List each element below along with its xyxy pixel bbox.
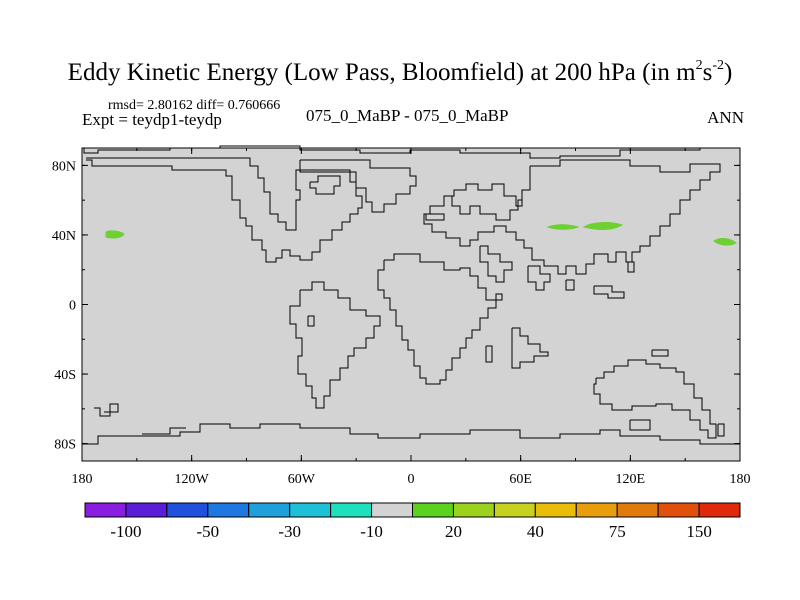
colorbar-label: 75 bbox=[609, 522, 626, 541]
anomaly-patch-pacific-west bbox=[105, 230, 125, 239]
coast-antarctica bbox=[82, 423, 740, 445]
lon-tick-label: 60E bbox=[509, 472, 532, 487]
coast-se-asia bbox=[565, 279, 575, 291]
coast-japan bbox=[627, 261, 635, 273]
coast-iceland bbox=[425, 213, 445, 221]
colorbar-swatch bbox=[698, 502, 741, 518]
lon-tick-label: 180 bbox=[72, 472, 93, 487]
coast-south-america bbox=[289, 281, 381, 409]
lon-tick-label: 120W bbox=[175, 472, 210, 487]
coast-arctic bbox=[82, 145, 740, 159]
lon-tick-label: 120E bbox=[616, 472, 646, 487]
season-label: ANN bbox=[707, 108, 744, 127]
experiment-label: Expt = teydp1-teydp bbox=[82, 110, 222, 129]
colorbar-swatch bbox=[289, 502, 332, 518]
colorbar-swatch bbox=[657, 502, 700, 518]
anomaly-patch-pacific-east bbox=[713, 238, 737, 246]
coastlines bbox=[82, 145, 740, 462]
coast-antarctic-peninsula bbox=[142, 427, 186, 435]
coast-arabia bbox=[479, 245, 513, 283]
coast-north-america bbox=[86, 157, 363, 263]
coast-tasmania bbox=[651, 349, 669, 357]
coast-south-islands bbox=[94, 403, 119, 417]
colorbar-swatch bbox=[452, 502, 495, 518]
comparison-label: 075_0_MaBP - 075_0_MaBP bbox=[306, 106, 509, 125]
coast-greenland bbox=[299, 159, 417, 213]
colorbar-label: -100 bbox=[110, 522, 141, 541]
anomaly-patches bbox=[105, 222, 737, 246]
colorbar-swatch bbox=[330, 502, 373, 518]
colorbar-label: -50 bbox=[196, 522, 219, 541]
coast-new-zealand bbox=[717, 423, 725, 437]
anomaly-patch-asia-2 bbox=[582, 222, 624, 230]
lon-tick-label: 0 bbox=[408, 472, 415, 487]
coast-ross bbox=[629, 419, 651, 431]
colorbar-swatch bbox=[84, 502, 127, 518]
lon-tick-label: 180 bbox=[730, 472, 751, 487]
title-text: Eddy Kinetic Energy (Low Pass, Bloomfiel… bbox=[67, 59, 696, 86]
plot-title: Eddy Kinetic Energy (Low Pass, Bloomfiel… bbox=[0, 58, 800, 88]
lat-tick-label: 40N bbox=[52, 229, 76, 244]
title-superscript-2: -2 bbox=[712, 57, 724, 73]
coast-eurasia bbox=[423, 159, 721, 275]
longitude-axis: 180 120W 60W 0 60E 120E 180 bbox=[72, 148, 751, 487]
colorbar-swatch bbox=[575, 502, 618, 518]
coast-indonesia bbox=[593, 285, 625, 299]
colorbar-swatch bbox=[534, 502, 577, 518]
title-end: ) bbox=[724, 59, 733, 86]
colorbar-swatch bbox=[371, 502, 413, 518]
latitude-axis: 80N 40N 0 40S 80S bbox=[52, 159, 740, 453]
map-ocean-background bbox=[82, 148, 740, 461]
title-superscript-1: 2 bbox=[695, 57, 703, 73]
coast-islands-canada bbox=[309, 175, 341, 195]
coast-india bbox=[527, 265, 551, 291]
colorbar-swatch bbox=[166, 502, 209, 518]
coast-scandinavia bbox=[444, 195, 522, 221]
colorbar-swatch bbox=[125, 502, 168, 518]
lat-tick-label: 80N bbox=[52, 159, 76, 174]
colorbar-label: -10 bbox=[360, 522, 383, 541]
lon-tick-label: 60W bbox=[288, 472, 316, 487]
anomaly-patch-asia-1 bbox=[546, 224, 580, 230]
colorbar-label: -30 bbox=[278, 522, 301, 541]
lat-tick-label: 0 bbox=[69, 299, 76, 314]
colorbar-label: 20 bbox=[445, 522, 462, 541]
coast-falklands bbox=[307, 315, 315, 327]
colorbar-swatch bbox=[412, 502, 454, 518]
rmsd-diff-stats: rmsd= 2.80162 diff= 0.760666 bbox=[108, 98, 281, 113]
colorbar-label: 150 bbox=[686, 522, 712, 541]
lat-tick-label: 80S bbox=[54, 438, 76, 453]
colorbar-swatch bbox=[248, 502, 291, 518]
coast-madagascar bbox=[485, 345, 493, 363]
coast-africa bbox=[377, 253, 503, 385]
colorbar: -100 -50 -30 -10 20 40 75 150 bbox=[84, 502, 741, 541]
colorbar-swatch bbox=[493, 502, 536, 518]
colorbar-swatch bbox=[616, 502, 659, 518]
coast-new-guinea bbox=[511, 327, 549, 369]
colorbar-swatch bbox=[207, 502, 250, 518]
lat-tick-label: 40S bbox=[54, 368, 76, 383]
colorbar-label: 40 bbox=[527, 522, 544, 541]
coast-australia bbox=[593, 359, 717, 439]
title-unit-s: s bbox=[702, 59, 713, 86]
